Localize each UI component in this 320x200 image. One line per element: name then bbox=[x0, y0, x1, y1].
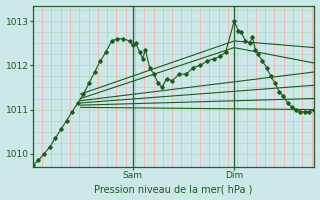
X-axis label: Pression niveau de la mer( hPa ): Pression niveau de la mer( hPa ) bbox=[94, 184, 253, 194]
